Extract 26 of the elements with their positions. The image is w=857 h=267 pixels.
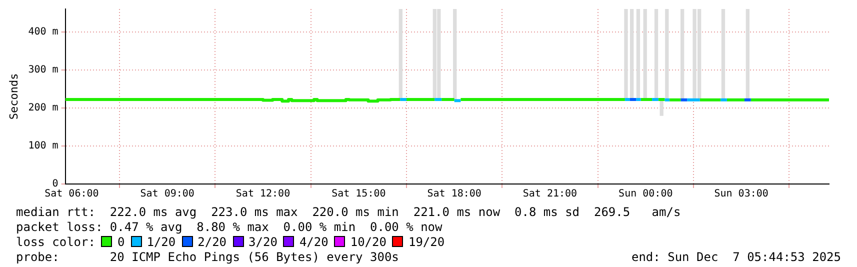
legend-label: 0 bbox=[117, 235, 125, 249]
x-tick-label: Sat 15:00 bbox=[332, 188, 386, 200]
y-tick-label: 300 m bbox=[28, 64, 58, 76]
y-tick-label: 200 m bbox=[28, 102, 58, 114]
x-tick-label: Sun 00:00 bbox=[618, 188, 673, 200]
y-axis-title: Seconds bbox=[7, 73, 20, 120]
x-tick-label: Sat 18:00 bbox=[427, 188, 482, 200]
y-tick-label: 100 m bbox=[28, 140, 58, 152]
text: packet loss: 0.47 % avg 8.80 % max 0.00 % min 0.00 % now bbox=[16, 220, 442, 235]
x-tick-label: Sat 21:00 bbox=[522, 188, 578, 200]
y-tick-label: 0 bbox=[52, 178, 58, 190]
text: probe: 20 ICMP Echo Pings (56 Bytes) every 300s bbox=[16, 250, 399, 265]
y-tick-label: 400 m bbox=[28, 26, 58, 38]
text: end: Sun Dec 7 05:44:53 2025 bbox=[631, 250, 841, 265]
legend-title: loss color: bbox=[16, 235, 96, 249]
legend-label: 10/20 bbox=[350, 235, 386, 249]
x-tick-label: Sun 03:00 bbox=[714, 188, 768, 200]
x-tick-label: Sat 06:00 bbox=[44, 188, 99, 200]
legend-label: 4/20 bbox=[299, 235, 328, 249]
legend-label: 19/20 bbox=[408, 235, 445, 249]
x-tick-label: Sat 12:00 bbox=[236, 188, 290, 200]
legend-label: 1/20 bbox=[146, 235, 176, 249]
x-tick-label: Sat 09:00 bbox=[140, 188, 194, 200]
text: median rtt: 222.0 ms avg 223.0 ms max 220.0 ms min 221.0 ms now 0.8 ms sd 269.5 am/s bbox=[16, 205, 681, 220]
legend-label: 3/20 bbox=[248, 235, 278, 249]
legend-label: 2/20 bbox=[198, 235, 227, 249]
